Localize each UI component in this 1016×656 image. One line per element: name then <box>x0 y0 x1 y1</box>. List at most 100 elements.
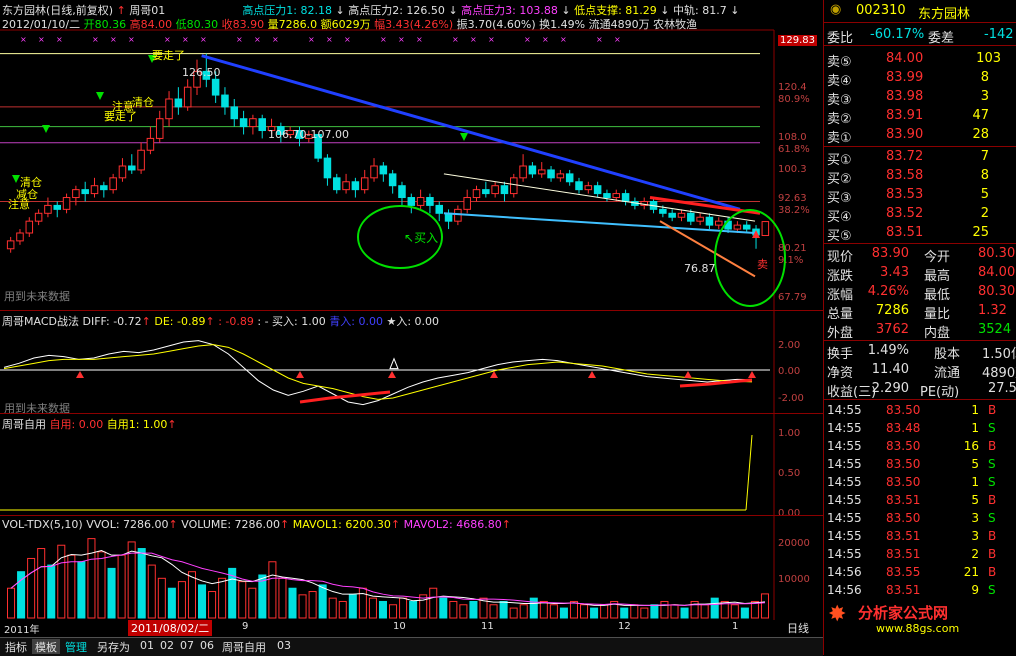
candle-body <box>575 181 583 191</box>
tab-07[interactable]: 07 <box>180 639 194 652</box>
volume-bar <box>187 571 196 619</box>
macd-up-arrow-icon <box>296 371 304 378</box>
volume-bar <box>489 604 498 619</box>
candle-body <box>584 185 593 191</box>
candle-body <box>668 212 676 218</box>
annotation-reduce: 减仓 <box>16 188 38 201</box>
tab-template[interactable]: 模板 <box>32 639 60 654</box>
volume-bar <box>499 600 508 619</box>
macd-dea-line <box>3 344 753 400</box>
price-axis-label: 108.0 <box>778 132 807 143</box>
level-price: 83.58 <box>886 168 924 183</box>
zhouge-header: 周哥自用 自用: 0.00 自用1: 1.00↑ <box>2 418 177 431</box>
buy-level-row[interactable]: 买② 83.58 8 <box>824 167 1016 187</box>
candle-body <box>463 197 471 210</box>
sell-level-row[interactable]: 卖④ 83.99 8 <box>824 69 1016 89</box>
candle-body <box>286 130 294 135</box>
candle-body <box>510 177 518 195</box>
candle-body <box>267 126 276 132</box>
tab-manage[interactable]: 管理 <box>65 641 87 654</box>
candle-body <box>314 133 322 159</box>
volume-bar <box>449 600 458 619</box>
trend-line-down <box>201 54 741 211</box>
volume-bar <box>389 604 398 619</box>
candle-body <box>249 118 257 128</box>
buy-level-row[interactable]: 买⑤ 83.51 25 <box>824 224 1016 244</box>
level-label: 卖① <box>827 131 852 146</box>
zhouge-axis-label: 1.00 <box>778 428 801 439</box>
candle-body <box>407 197 416 206</box>
volume-bar <box>358 587 367 619</box>
chart-header: 东方园林(日线,前复权) ↑ 周哥01 高点压力1: 82.18 ↓ 高点压力2… <box>2 4 740 17</box>
down-arrow-icon <box>148 55 156 63</box>
price-axis-label: 67.79 <box>778 292 807 303</box>
kline-chart-area[interactable]: × × × × × × × × × × × × × × × × × × × × × × × × × × <box>0 0 823 620</box>
x-marker: × <box>308 35 315 44</box>
tab-zhouge[interactable]: 周哥自用 <box>222 641 266 654</box>
tick-row: 14:55 83.50 1 B <box>827 403 997 417</box>
sell-level-row[interactable]: 卖⑤ 84.00 103 <box>824 50 1016 70</box>
candle-body <box>53 204 62 210</box>
macd-title[interactable]: 周哥MACD战法 <box>2 315 79 328</box>
stat2-row: 换手 1.49% 股本 1.50亿 <box>827 343 1016 362</box>
volume-bar <box>580 604 589 619</box>
candle-body <box>221 94 229 108</box>
tab-saveas[interactable]: 另存为 <box>97 641 130 654</box>
buy-level-row[interactable]: 买① 83.72 7 <box>824 148 1016 168</box>
tab-06[interactable]: 06 <box>200 639 214 652</box>
x-marker: × <box>398 35 405 44</box>
annotation-clear2: 清仓 <box>20 176 42 189</box>
candle-body <box>230 106 239 120</box>
annotation-attention2: 注意 <box>112 100 134 113</box>
volume-bar <box>660 600 669 619</box>
buy-annotation: ↖买入 <box>404 231 439 245</box>
volume-bar <box>137 548 146 619</box>
press2-label: 高点压力2: 126.50 <box>348 4 445 17</box>
price-axis-label: 38.2% <box>778 205 810 216</box>
macd-axis-label: -2.00 <box>778 393 804 404</box>
candle-body <box>155 118 164 139</box>
bottom-toolbar: 指标 模板 管理 另存为 01 02 07 06 周哥自用 03 <box>0 637 823 656</box>
period-label[interactable]: 日线 <box>787 622 809 635</box>
candle-body <box>593 185 602 195</box>
volume-bar <box>590 607 599 619</box>
x-marker: × <box>164 35 171 44</box>
zhouge-title[interactable]: 周哥自用 <box>2 418 46 431</box>
volume-bar <box>208 591 217 619</box>
trend-line-cyan <box>443 212 756 234</box>
tab-02[interactable]: 02 <box>160 639 174 652</box>
candle-body <box>742 224 751 230</box>
price-axis-label: 80.9% <box>778 94 810 105</box>
stock-title: 东方园林(日线,前复权) <box>2 4 114 17</box>
indicator-name[interactable]: 周哥01 <box>129 4 166 17</box>
sell-level-row[interactable]: 卖③ 83.98 3 <box>824 88 1016 108</box>
tab-03[interactable]: 03 <box>277 639 291 652</box>
volume-bar <box>238 581 247 619</box>
tab-indicator[interactable]: 指标 <box>5 641 27 654</box>
tab-01[interactable]: 01 <box>140 639 154 652</box>
x-marker: × <box>272 35 279 44</box>
volume-bar <box>198 584 207 619</box>
macd-future-note: 用到未来数据 <box>4 402 70 415</box>
volume-bar <box>439 597 448 619</box>
down-arrow-icon <box>460 133 468 141</box>
tick-row: 14:55 83.48 1 S <box>827 421 996 435</box>
volume-bar <box>429 587 438 619</box>
volume-title[interactable]: VOL-TDX(5,10) <box>2 518 83 531</box>
volume-bar <box>760 593 769 619</box>
watermark-logo: ✸ 分析家公式网 www.88gs.com <box>828 602 960 635</box>
panel-divider <box>0 413 823 414</box>
down-arrow-icon <box>96 92 104 100</box>
x-marker: × <box>200 35 207 44</box>
buy-level-row[interactable]: 买③ 83.53 5 <box>824 186 1016 206</box>
volume-bar <box>87 538 96 619</box>
candle-body <box>761 221 770 237</box>
future-data-note: 用到未来数据 <box>4 290 70 303</box>
sell-level-row[interactable]: 卖② 83.91 47 <box>824 107 1016 127</box>
buy-level-row[interactable]: 买④ 83.52 2 <box>824 205 1016 225</box>
candle-body <box>426 197 434 206</box>
candle-body <box>295 130 304 139</box>
price-axis-label: 100.3 <box>778 164 807 175</box>
highlight-circle <box>714 209 786 307</box>
sell-level-row[interactable]: 卖① 83.90 28 <box>824 126 1016 146</box>
